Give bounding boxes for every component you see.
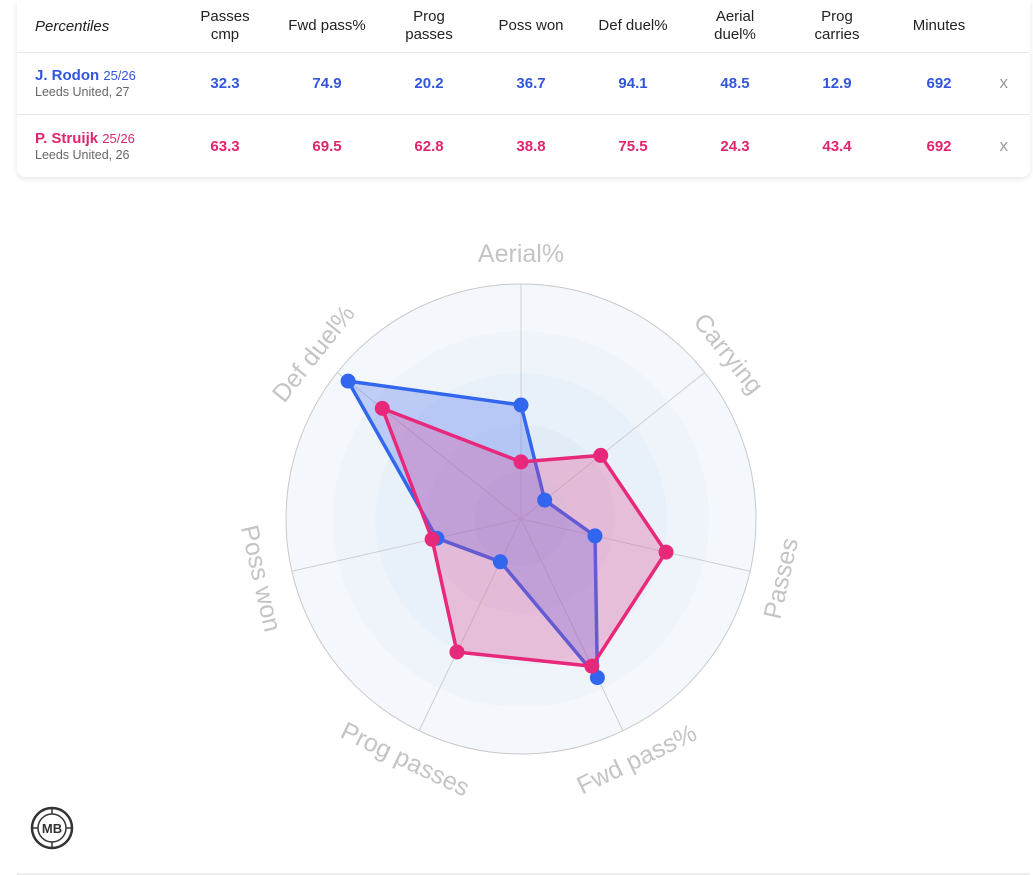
data-point	[374, 400, 390, 416]
stat-value: 63.3	[210, 137, 240, 155]
player-season: 25/26	[102, 130, 135, 146]
column-header[interactable]: Prog carries	[814, 8, 860, 43]
data-point	[587, 528, 603, 544]
column-header[interactable]: Prog passes	[405, 8, 453, 43]
stat-value: 48.5	[720, 74, 750, 92]
column-header[interactable]: Aerial duel%	[714, 8, 756, 43]
axis-spoke	[520, 518, 751, 572]
stat-value: 94.1	[618, 74, 648, 92]
stat-value: 69.5	[312, 137, 342, 155]
player-team-age: Leeds United, 26	[35, 147, 130, 162]
player-info[interactable]: P. Struijk 25/26 Leeds United, 26	[35, 115, 135, 177]
stat-value: 692	[926, 74, 952, 92]
data-point	[492, 554, 508, 570]
series-area	[380, 406, 668, 668]
data-point	[424, 531, 440, 547]
stat-value: 36.7	[516, 74, 546, 92]
stat-value: 20.2	[414, 74, 444, 92]
axis-spoke	[520, 518, 624, 731]
remove-player-button[interactable]: x	[999, 136, 1009, 155]
axis-label: Aerial%	[478, 240, 564, 268]
data-point	[593, 447, 609, 463]
table-row: J. Rodon 25/26 Leeds United, 27 x 32.3 74…	[17, 52, 1030, 115]
stat-value: 38.8	[516, 137, 546, 155]
column-header[interactable]: Minutes	[912, 17, 966, 34]
series-area	[346, 379, 600, 680]
stat-value: 24.3	[720, 137, 750, 155]
player-team-age: Leeds United, 27	[35, 84, 130, 99]
data-point	[658, 544, 674, 560]
stat-value: 43.4	[822, 137, 852, 155]
data-point	[537, 492, 553, 508]
logo-text: MB	[42, 821, 62, 836]
stat-value: 74.9	[312, 74, 342, 92]
axis-spoke	[336, 372, 522, 520]
data-point	[513, 397, 529, 413]
axis-spoke	[291, 518, 522, 572]
stat-value: 75.5	[618, 137, 648, 155]
column-header[interactable]: Passes cmp	[200, 8, 250, 43]
column-header[interactable]: Poss won	[498, 17, 564, 34]
stat-value: 692	[926, 137, 952, 155]
axis-label: Poss won	[235, 523, 286, 635]
stat-value: 32.3	[210, 74, 240, 92]
table-header: Percentiles Passes cmp Fwd pass% Prog pass…	[17, 0, 1030, 53]
axis-spoke	[520, 372, 706, 520]
column-header[interactable]: Fwd pass%	[288, 17, 366, 34]
header-label: Percentiles	[35, 17, 110, 35]
player-name: J. Rodon	[35, 66, 100, 84]
player-name-line: J. Rodon 25/26	[35, 67, 136, 85]
player-info[interactable]: J. Rodon 25/26 Leeds United, 27	[35, 52, 136, 114]
comparison-table: Percentiles Passes cmp Fwd pass% Prog pass…	[17, 0, 1030, 177]
data-point	[340, 373, 356, 389]
stat-value: 12.9	[822, 74, 852, 92]
stat-value: 62.8	[414, 137, 444, 155]
divider	[17, 873, 1030, 875]
data-point	[449, 644, 465, 660]
data-point	[584, 658, 600, 674]
player-name-line: P. Struijk 25/26	[35, 130, 135, 148]
mb-logo-icon: MB	[30, 806, 74, 850]
axis-spoke	[418, 518, 522, 731]
column-header[interactable]: Def duel%	[598, 17, 668, 34]
data-point	[513, 454, 529, 470]
player-name: P. Struijk	[35, 129, 99, 147]
player-season: 25/26	[103, 67, 136, 83]
remove-player-button[interactable]: x	[999, 73, 1009, 92]
table-row: P. Struijk 25/26 Leeds United, 26 x 63.3…	[17, 115, 1030, 177]
axis-label: Passes	[759, 535, 805, 621]
